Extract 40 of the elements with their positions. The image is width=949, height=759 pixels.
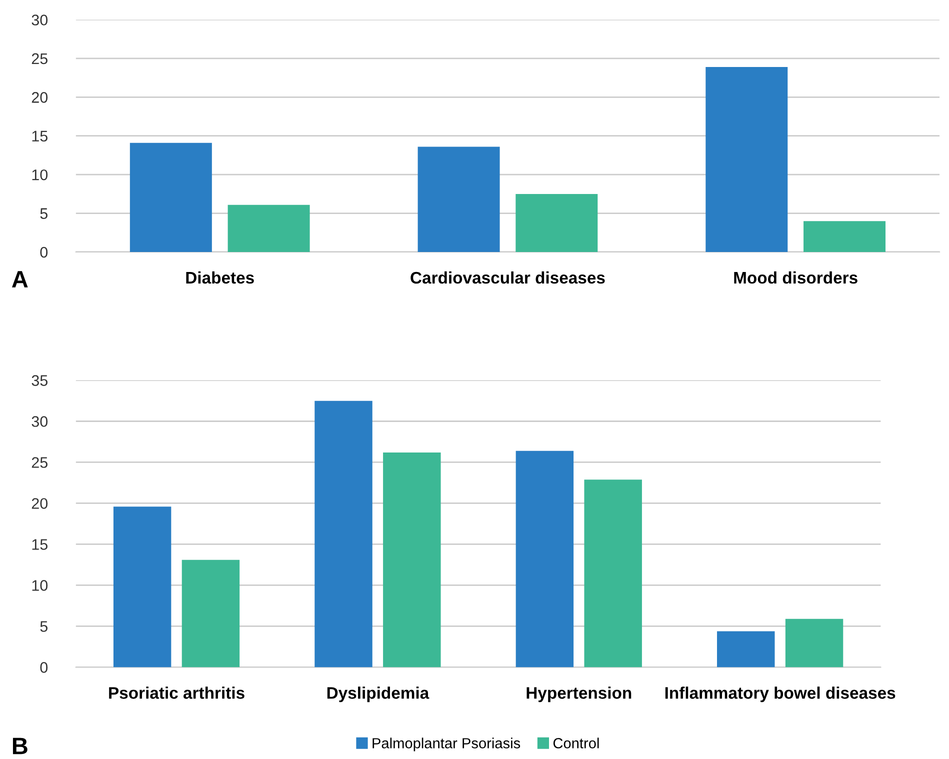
bar (516, 450, 574, 668)
y-tick-label: 5 (40, 208, 48, 219)
y-tick-label: 25 (32, 53, 48, 64)
y-tick-label: 20 (32, 498, 48, 509)
x-tick-label: Cardiovascular diseases (410, 271, 605, 284)
legend-label: Palmoplantar Psoriasis (372, 738, 520, 752)
y-tick-label: 15 (32, 130, 48, 142)
y-tick-label: 30 (32, 416, 48, 427)
bar (717, 631, 775, 668)
y-tick-label: 15 (32, 539, 48, 550)
bar (228, 204, 310, 252)
y-tick-label: 0 (40, 662, 48, 673)
bar (314, 400, 372, 668)
bar (804, 221, 886, 252)
y-tick-label: 0 (40, 246, 48, 258)
bar (182, 560, 240, 668)
y-tick-label: 30 (32, 14, 48, 26)
y-tick-label: 20 (32, 92, 48, 103)
y-tick-label: 10 (32, 580, 48, 591)
x-tick-label: Inflammatory bowel diseases (665, 686, 896, 702)
bar (516, 194, 598, 252)
x-tick-label: Mood disorders (734, 271, 858, 284)
text: A (12, 271, 28, 288)
x-tick-label: Diabetes (186, 271, 254, 284)
x-tick-label: Dyslipidemia (327, 686, 430, 702)
x-tick-label: Hypertension (526, 686, 632, 702)
y-tick-label: 25 (32, 457, 48, 468)
bar (584, 480, 642, 668)
bar (418, 146, 500, 252)
bar (130, 142, 212, 252)
bar (383, 452, 441, 668)
text: B (12, 738, 28, 754)
y-tick-label: 10 (32, 169, 48, 180)
y-tick-label: 5 (40, 621, 48, 632)
y-tick-label: 35 (32, 375, 48, 386)
bar (785, 618, 844, 668)
bar (706, 67, 788, 252)
bar (113, 506, 172, 668)
x-tick-label: Psoriatic arthritis (109, 686, 244, 699)
legend-label: Control (553, 738, 599, 748)
